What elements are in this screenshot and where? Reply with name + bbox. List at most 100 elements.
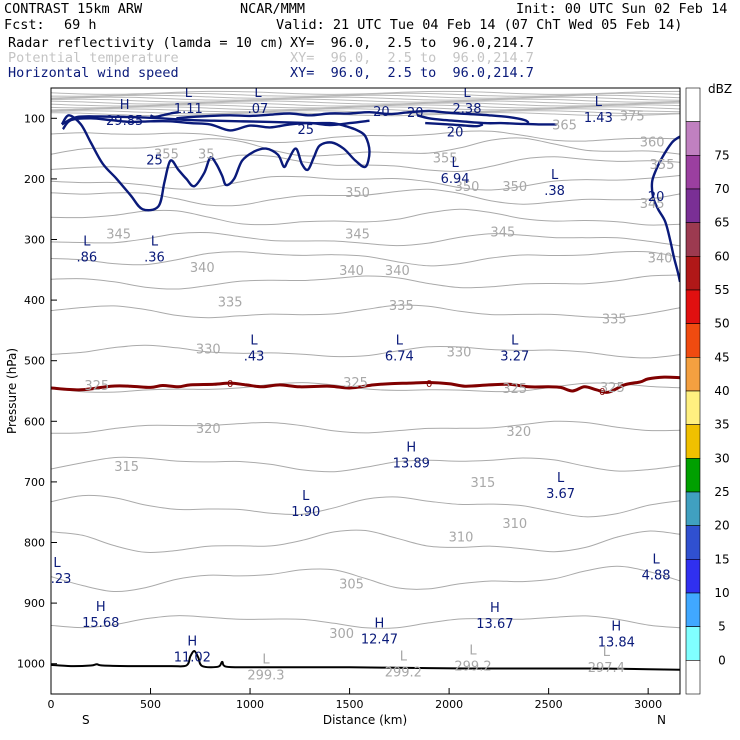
extremum-type: L — [396, 333, 404, 348]
colorbar-segment — [685, 559, 701, 594]
theta-label: 375 — [620, 109, 645, 124]
fcst-label: Fcst: — [4, 17, 45, 33]
colorbar-level-label: 60 — [714, 249, 729, 263]
wind-contour-line — [60, 114, 371, 212]
colorbar-level-label: 65 — [714, 216, 729, 230]
extremum-type: H — [96, 600, 106, 615]
colorbar-segment — [685, 390, 701, 425]
theta-contour-group — [51, 90, 680, 629]
extremum-type: H — [490, 601, 500, 616]
theta-contour-line — [51, 420, 680, 434]
extremum-type: L — [185, 86, 193, 101]
extremum-type: L — [603, 645, 611, 660]
org-label: NCAR/MMM — [240, 1, 306, 17]
theta-label: 345 — [640, 197, 665, 212]
extremum-value: 12.47 — [361, 632, 398, 647]
extremum-value: .43 — [244, 349, 265, 364]
theta-contour-line — [51, 615, 680, 629]
colorbar-unit: dBZ — [708, 82, 732, 96]
colorbar-level-label: 20 — [714, 519, 729, 533]
y-tick-label: 800 — [24, 537, 45, 550]
theta-label: 360 — [640, 135, 665, 150]
colorbar-segment — [685, 121, 701, 156]
extremum-value: 4.88 — [642, 569, 671, 584]
theta-contour-line — [51, 250, 680, 267]
colorbar-level-label: 35 — [714, 418, 729, 432]
extremum-type: L — [551, 168, 559, 183]
y-tick-label: 300 — [24, 234, 45, 247]
theta-label: 365 — [552, 118, 577, 133]
wind-contour-label: 20 — [373, 105, 390, 120]
colorbar-segment — [685, 592, 701, 627]
field-3-xy: XY= 96.0, 2.5 to 96.0,214.7 — [290, 65, 534, 81]
theta-contour-line — [51, 344, 680, 359]
wind-contour-label: 25 — [146, 154, 163, 169]
colorbar-segment — [685, 357, 701, 392]
theta-label: 310 — [502, 517, 527, 532]
theta-contour-line — [51, 137, 680, 157]
colorbar-level-label: 0 — [718, 653, 726, 667]
zero-isotherm-label: 0 — [599, 387, 605, 398]
extremum-type: L — [451, 156, 459, 171]
extremum-value: 13.84 — [598, 635, 635, 650]
extremum-type: L — [262, 653, 270, 668]
axes-group: 0 500 1000 1500 2000 2500 30001002003004005006… — [17, 87, 681, 711]
extremum-value: 13.89 — [393, 457, 430, 472]
field-1-name: Radar reflectivity (lamda = 10 cm) — [8, 35, 285, 51]
theta-label: 355 — [433, 152, 458, 167]
zero-isotherm-label: 0 — [426, 379, 432, 390]
extremum-type: L — [652, 553, 660, 568]
zero-isotherm-line — [51, 375, 680, 394]
colorbar-segment — [685, 289, 701, 324]
colorbar-level-label: 5 — [718, 620, 726, 634]
extremum-value: 3.67 — [546, 487, 575, 502]
theta-contour-line — [51, 188, 680, 207]
colorbar-segment — [685, 87, 701, 122]
wind-contour-line — [425, 121, 484, 128]
extremum-type: H — [187, 635, 197, 650]
extremum-value: 13.67 — [476, 617, 513, 632]
north-label: N — [657, 713, 666, 727]
theta-contour-line — [51, 382, 680, 393]
theta-contour-line — [51, 494, 680, 518]
theta-label: 330 — [196, 343, 221, 358]
theta-contour-line — [51, 112, 680, 117]
theta-label: 325 — [600, 381, 625, 396]
wind-contour-group — [60, 109, 680, 283]
y-axis-title: Pressure (hPa) — [5, 348, 19, 434]
colorbar-segment — [685, 155, 701, 190]
field-2-xy: XY= 96.0, 2.5 to 96.0,214.7 — [290, 50, 534, 66]
theta-contour-line — [51, 100, 680, 105]
x-tick-label: 1500 — [336, 698, 364, 711]
colorbar-segment — [685, 660, 701, 695]
zero-isotherm-group — [51, 375, 680, 671]
x-tick-label: 1000 — [236, 698, 264, 711]
theta-label: 315 — [471, 476, 496, 491]
extremum-value: 6.74 — [385, 349, 414, 364]
extremum-value: .86 — [76, 251, 97, 266]
x-tick-label: 2500 — [535, 698, 563, 711]
theta-label: 350 — [345, 186, 370, 201]
extremum-type: H — [375, 616, 385, 631]
y-tick-label: 100 — [24, 112, 45, 125]
fcst-value: 69 h — [64, 17, 97, 33]
colorbar-level-label: 30 — [714, 451, 729, 465]
contour-label-group: 375 365 355 35 355 360 355 350 350 350 345 345 345 34… — [51, 86, 674, 684]
theta-label: 340 — [648, 252, 673, 267]
extremum-value: 299.3 — [247, 669, 284, 684]
theta-contour-line — [51, 456, 680, 473]
south-label: S — [82, 713, 90, 727]
x-axis-title: Distance (km) — [323, 713, 407, 727]
theta-contour-line — [51, 274, 680, 290]
colorbar-level-label: 40 — [714, 384, 729, 398]
extremum-value: 6.94 — [441, 172, 470, 187]
wind-contour-label: 20 — [407, 106, 424, 121]
theta-contour-line — [51, 154, 680, 173]
y-tick-label: 900 — [24, 597, 45, 610]
model-title: CONTRAST 15km ARW — [4, 1, 143, 17]
theta-contour-line — [51, 94, 680, 99]
init-time: Init: 00 UTC Sun 02 Feb 14 — [516, 1, 728, 17]
colorbar-segment — [685, 491, 701, 526]
extremum-type: L — [302, 489, 310, 504]
theta-contour-line — [51, 231, 680, 247]
